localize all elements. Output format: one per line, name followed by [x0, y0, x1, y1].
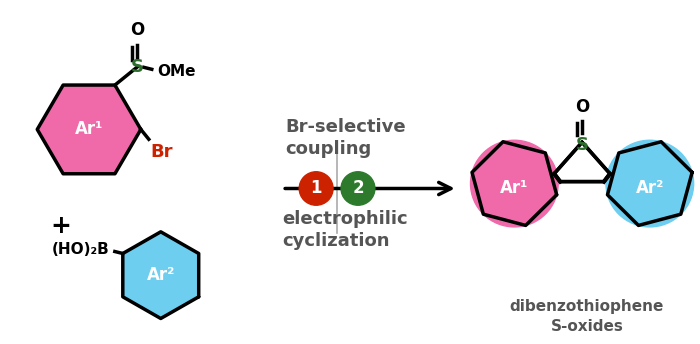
- Text: Br-selective
coupling: Br-selective coupling: [286, 118, 406, 158]
- Circle shape: [470, 140, 558, 227]
- Text: O: O: [130, 21, 144, 39]
- Text: Ar¹: Ar¹: [75, 120, 103, 138]
- Text: Ar²: Ar²: [636, 180, 664, 197]
- Text: 1: 1: [310, 180, 322, 197]
- Text: S: S: [130, 58, 143, 76]
- Text: S: S: [575, 136, 589, 154]
- Polygon shape: [122, 232, 199, 319]
- Text: dibenzothiophene
S-oxides: dibenzothiophene S-oxides: [510, 299, 664, 334]
- Text: Ar²: Ar²: [146, 266, 175, 284]
- Text: electrophilic
cyclization: electrophilic cyclization: [282, 210, 408, 250]
- Text: OMe: OMe: [157, 64, 195, 79]
- Polygon shape: [37, 85, 141, 174]
- Polygon shape: [554, 142, 610, 182]
- Text: +: +: [50, 214, 71, 238]
- Circle shape: [299, 172, 333, 205]
- Text: 2: 2: [352, 180, 364, 197]
- Circle shape: [341, 172, 375, 205]
- Text: O: O: [575, 98, 589, 116]
- Text: Br: Br: [150, 143, 174, 161]
- Text: Ar¹: Ar¹: [500, 180, 528, 197]
- Polygon shape: [554, 142, 610, 182]
- Text: (HO)₂B: (HO)₂B: [52, 242, 110, 257]
- Circle shape: [606, 140, 694, 227]
